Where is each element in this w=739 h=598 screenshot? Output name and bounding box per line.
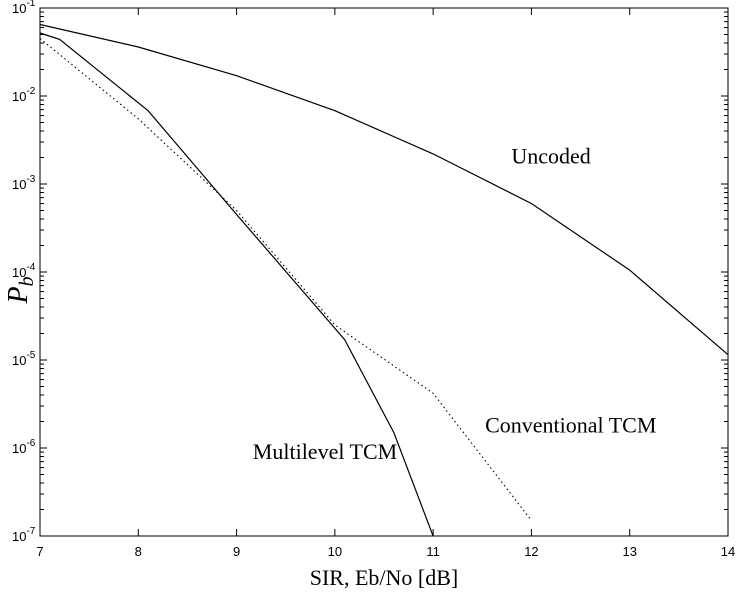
y-tick-base: 10 [12, 89, 26, 104]
y-tick-exponent: -3 [26, 174, 35, 185]
y-tick-base: 10 [12, 529, 26, 544]
y-tick-label: 10-2 [12, 86, 36, 104]
x-tick-label: 8 [135, 544, 142, 559]
y-tick-exponent: -6 [26, 438, 35, 449]
x-axis-label: SIR, Eb/No [dB] [310, 565, 459, 590]
annotation-layer: Uncoded Conventional TCM Multilevel TCM [253, 144, 657, 464]
y-tick-base: 10 [12, 177, 26, 192]
series-line-uncoded [39, 23, 729, 356]
axis-ticks: 7 8 9 10 11 12 13 1410-710-610-510-410-310-210-… [12, 0, 735, 559]
x-tick-label: 13 [622, 544, 636, 559]
y-tick-exponent: -1 [26, 0, 35, 9]
y-tick-base: 10 [12, 265, 26, 280]
x-tick-label: 14 [721, 544, 735, 559]
x-tick-label: 11 [426, 544, 440, 559]
y-axis-label-sub: b [16, 276, 38, 286]
x-tick-label: 9 [233, 544, 240, 559]
x-tick-label: 10 [328, 544, 342, 559]
y-tick-base: 10 [12, 441, 26, 456]
annotation-label: Multilevel TCM [253, 439, 397, 464]
y-tick-exponent: -2 [26, 86, 35, 97]
x-tick-label: 7 [36, 544, 43, 559]
annotation-label: Conventional TCM [485, 413, 656, 438]
y-axis-label-main: P [3, 286, 34, 304]
y-axis-label: Pb [3, 276, 38, 304]
y-tick-label: 10-5 [12, 350, 36, 368]
y-tick-label: 10-4 [12, 262, 36, 280]
plot-area [39, 7, 729, 537]
x-tick-label: 12 [524, 544, 538, 559]
y-tick-label: 10-1 [12, 0, 36, 16]
series-line-conventional-tcm [39, 38, 532, 521]
series-line-multilevel-tcm [39, 32, 434, 537]
y-tick-base: 10 [12, 353, 26, 368]
y-tick-label: 10-3 [12, 174, 36, 192]
y-tick-label: 10-7 [12, 526, 36, 544]
series-layer [39, 23, 729, 537]
y-tick-exponent: -5 [26, 350, 35, 361]
y-tick-exponent: -4 [26, 262, 35, 273]
y-tick-base: 10 [12, 1, 26, 16]
annotation-label: Uncoded [511, 144, 590, 169]
y-tick-label: 10-6 [12, 438, 36, 456]
y-tick-exponent: -7 [26, 526, 35, 537]
